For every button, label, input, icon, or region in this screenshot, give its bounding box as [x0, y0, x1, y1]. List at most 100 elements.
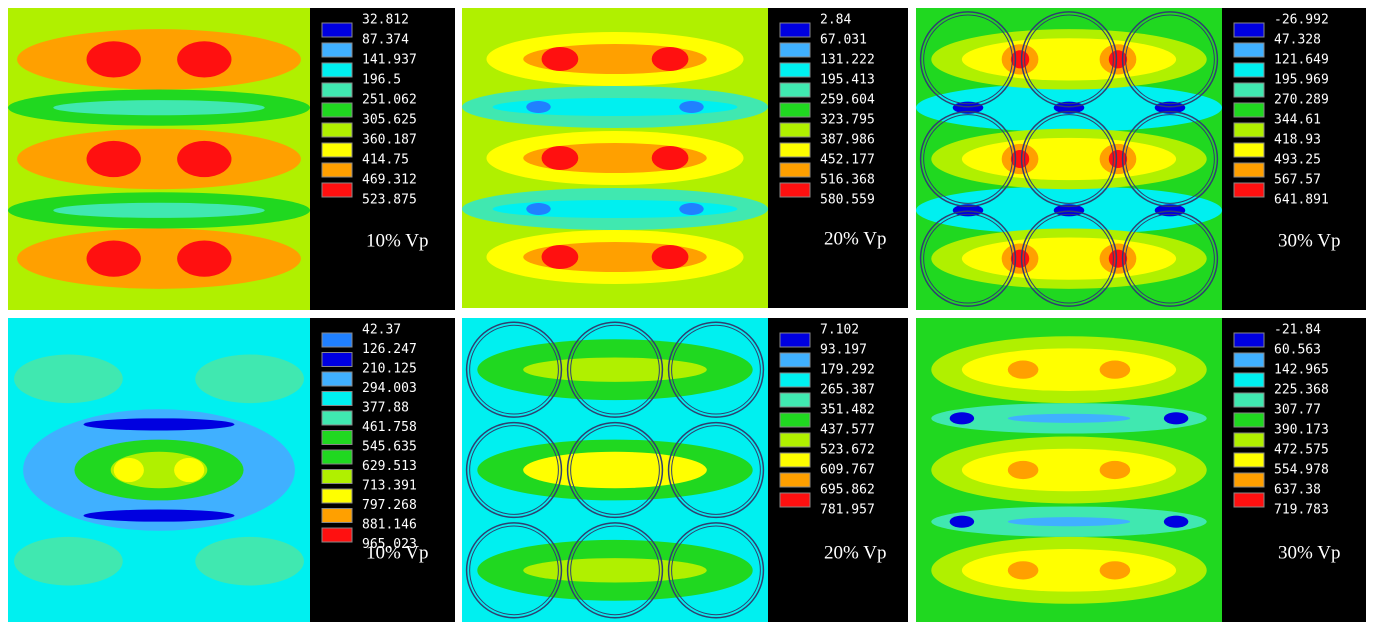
legend-value: 60.563 — [1274, 343, 1321, 358]
contour-region — [177, 141, 231, 177]
legend-swatch — [322, 123, 352, 137]
legend-value: 360.187 — [362, 133, 417, 148]
legend-value: 781.957 — [820, 503, 875, 518]
legend-swatch — [780, 453, 810, 467]
legend-value: 196.5 — [362, 73, 401, 88]
legend-swatch — [780, 43, 810, 57]
legend-value: 377.88 — [362, 401, 409, 416]
contour-region — [87, 141, 141, 177]
legend-value: 351.482 — [820, 403, 875, 418]
contour-region — [652, 245, 689, 269]
contour-region — [1008, 461, 1039, 479]
legend-value: 797.268 — [362, 498, 417, 513]
contour-region — [526, 101, 550, 113]
legend-value: 305.625 — [362, 113, 417, 128]
contour-region — [542, 47, 579, 71]
contour-region — [53, 203, 264, 218]
legend-value: 469.312 — [362, 173, 417, 188]
legend-value: 7.102 — [820, 323, 859, 338]
legend-value: 695.862 — [820, 483, 875, 498]
legend-swatch — [1234, 353, 1264, 367]
contour-region — [962, 38, 1176, 80]
contour-region — [1011, 250, 1029, 268]
legend-value: -21.84 — [1274, 323, 1321, 338]
contour-region — [53, 100, 264, 115]
legend-swatch — [1234, 23, 1264, 37]
contour-region — [523, 452, 707, 488]
legend-swatch — [780, 63, 810, 77]
legend-swatch — [322, 23, 352, 37]
legend-value: 629.513 — [362, 459, 417, 474]
legend-swatch — [780, 353, 810, 367]
legend-swatch — [780, 433, 810, 447]
legend-swatch — [780, 473, 810, 487]
contour-region — [1100, 361, 1131, 379]
contour-region — [542, 146, 579, 170]
legend-value: 2.84 — [820, 13, 851, 28]
legend-value: 32.812 — [362, 13, 409, 28]
contour-region — [962, 449, 1176, 492]
legend-value: 126.247 — [362, 342, 417, 357]
contour-region — [17, 29, 301, 89]
contour-region — [195, 537, 304, 586]
legend-value: 179.292 — [820, 363, 875, 378]
contour-region — [1008, 561, 1039, 579]
contour-region — [174, 458, 204, 482]
legend-value: 195.413 — [820, 73, 875, 88]
contour-region — [195, 354, 304, 403]
contour-region — [962, 348, 1176, 391]
contour-region — [14, 537, 123, 586]
legend-value: 567.57 — [1274, 173, 1321, 188]
contour-region — [14, 354, 123, 403]
panel-label: 30% Vp — [1278, 542, 1340, 563]
legend-value: 641.891 — [1274, 193, 1329, 208]
legend-swatch — [1234, 433, 1264, 447]
contour-region — [950, 412, 974, 424]
legend-value: 414.75 — [362, 153, 409, 168]
legend-value: 493.25 — [1274, 153, 1321, 168]
contour-region — [679, 101, 703, 113]
legend-swatch — [780, 23, 810, 37]
legend-swatch — [1234, 63, 1264, 77]
legend-swatch — [780, 333, 810, 347]
legend-value: 307.77 — [1274, 403, 1321, 418]
legend-swatch — [322, 431, 352, 445]
legend-swatch — [322, 509, 352, 523]
contour-region — [1011, 50, 1029, 68]
legend-swatch — [1234, 83, 1264, 97]
contour-region — [1011, 150, 1029, 168]
legend-value: 387.986 — [820, 133, 875, 148]
panel-label: 10% Vp — [366, 542, 428, 563]
legend-swatch — [322, 333, 352, 347]
contour-region — [114, 458, 144, 482]
contour-region — [1164, 412, 1188, 424]
contour-region — [1164, 516, 1188, 528]
legend-swatch — [322, 183, 352, 197]
contour-region — [679, 203, 703, 215]
legend-value: 210.125 — [362, 362, 417, 377]
legend-swatch — [322, 83, 352, 97]
contour-region — [87, 241, 141, 277]
panel-label: 20% Vp — [824, 542, 886, 563]
legend-swatch — [1234, 103, 1264, 117]
legend-swatch — [322, 163, 352, 177]
contour-region — [962, 138, 1176, 180]
legend-swatch — [780, 163, 810, 177]
panel: -26.99247.328121.649195.969270.289344.61… — [916, 8, 1366, 310]
contour-region — [950, 516, 974, 528]
contour-region — [1109, 150, 1127, 168]
legend-swatch — [322, 450, 352, 464]
legend-value: 881.146 — [362, 518, 417, 533]
legend-swatch — [322, 372, 352, 386]
legend-value: 93.197 — [820, 343, 867, 358]
legend-value: 251.062 — [362, 93, 417, 108]
contour-region — [1100, 461, 1131, 479]
legend-value: 472.575 — [1274, 443, 1329, 458]
legend-swatch — [780, 393, 810, 407]
legend-value: 516.368 — [820, 173, 875, 188]
figure: 32.81287.374141.937196.5251.062305.62536… — [0, 0, 1374, 622]
contour-region — [542, 245, 579, 269]
legend-value: -26.992 — [1274, 13, 1329, 28]
legend-swatch — [1234, 473, 1264, 487]
legend-value: 452.177 — [820, 153, 875, 168]
